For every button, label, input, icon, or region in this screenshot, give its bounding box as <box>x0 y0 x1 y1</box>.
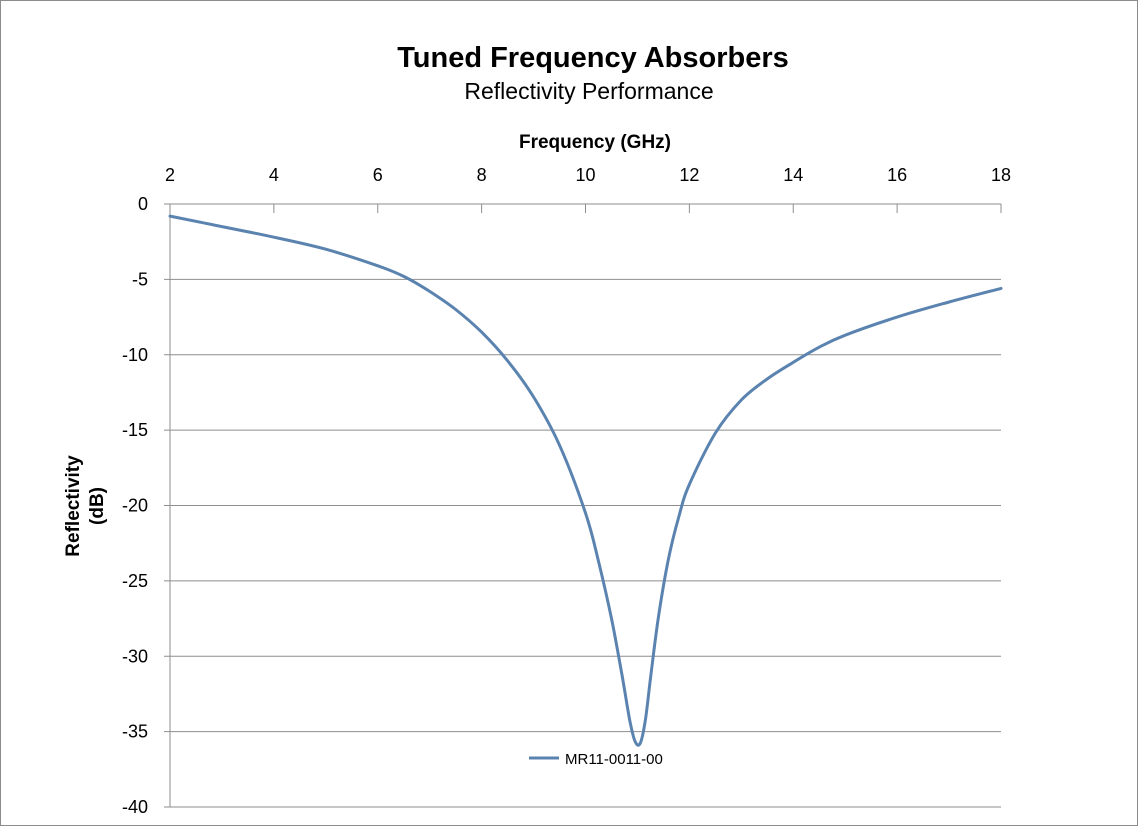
x-tick-label: 2 <box>165 165 175 185</box>
x-tick-label: 12 <box>679 165 699 185</box>
series-layer <box>168 214 1003 747</box>
y-tick-label: -35 <box>122 722 148 742</box>
x-tick-label: 6 <box>373 165 383 185</box>
y-tick-label: -15 <box>122 420 148 440</box>
legend-label: MR11-0011-00 <box>565 751 663 768</box>
y-tick-label: -5 <box>132 269 148 289</box>
y-tick-label: -10 <box>122 345 148 365</box>
x-tick-label: 16 <box>887 165 907 185</box>
gridlines <box>170 278 1001 808</box>
legend: MR11-0011-00 <box>529 751 663 768</box>
y-axis-title-line-1: Reflectivity <box>63 455 84 557</box>
x-tick-label: 18 <box>991 165 1011 185</box>
y-tick-labels: 0 -5 -10 -15 -20 -25 -30 -35 -40 <box>122 194 148 817</box>
y-axis-title-line-2: (dB) <box>87 487 108 525</box>
x-tick-labels: 2 4 6 8 10 12 14 16 18 <box>165 165 1011 185</box>
axes <box>164 203 1002 808</box>
x-tick-label: 8 <box>477 165 487 185</box>
x-tick-label: 10 <box>575 165 595 185</box>
y-tick-label: -25 <box>122 571 148 591</box>
x-axis-title: Frequency (GHz) <box>519 132 671 153</box>
y-axis-title: Reflectivity (dB) <box>63 455 108 557</box>
chart-subtitle: Reflectivity Performance <box>464 78 713 104</box>
chart-title: Tuned Frequency Absorbers <box>397 42 789 74</box>
y-tick-label: -40 <box>122 797 148 817</box>
series-line <box>168 214 1003 747</box>
x-tick-label: 4 <box>269 165 279 185</box>
x-tick-label: 14 <box>783 165 803 185</box>
y-tick-label: -30 <box>122 646 148 666</box>
y-tick-label: 0 <box>138 194 148 214</box>
y-tick-label: -20 <box>122 496 148 516</box>
